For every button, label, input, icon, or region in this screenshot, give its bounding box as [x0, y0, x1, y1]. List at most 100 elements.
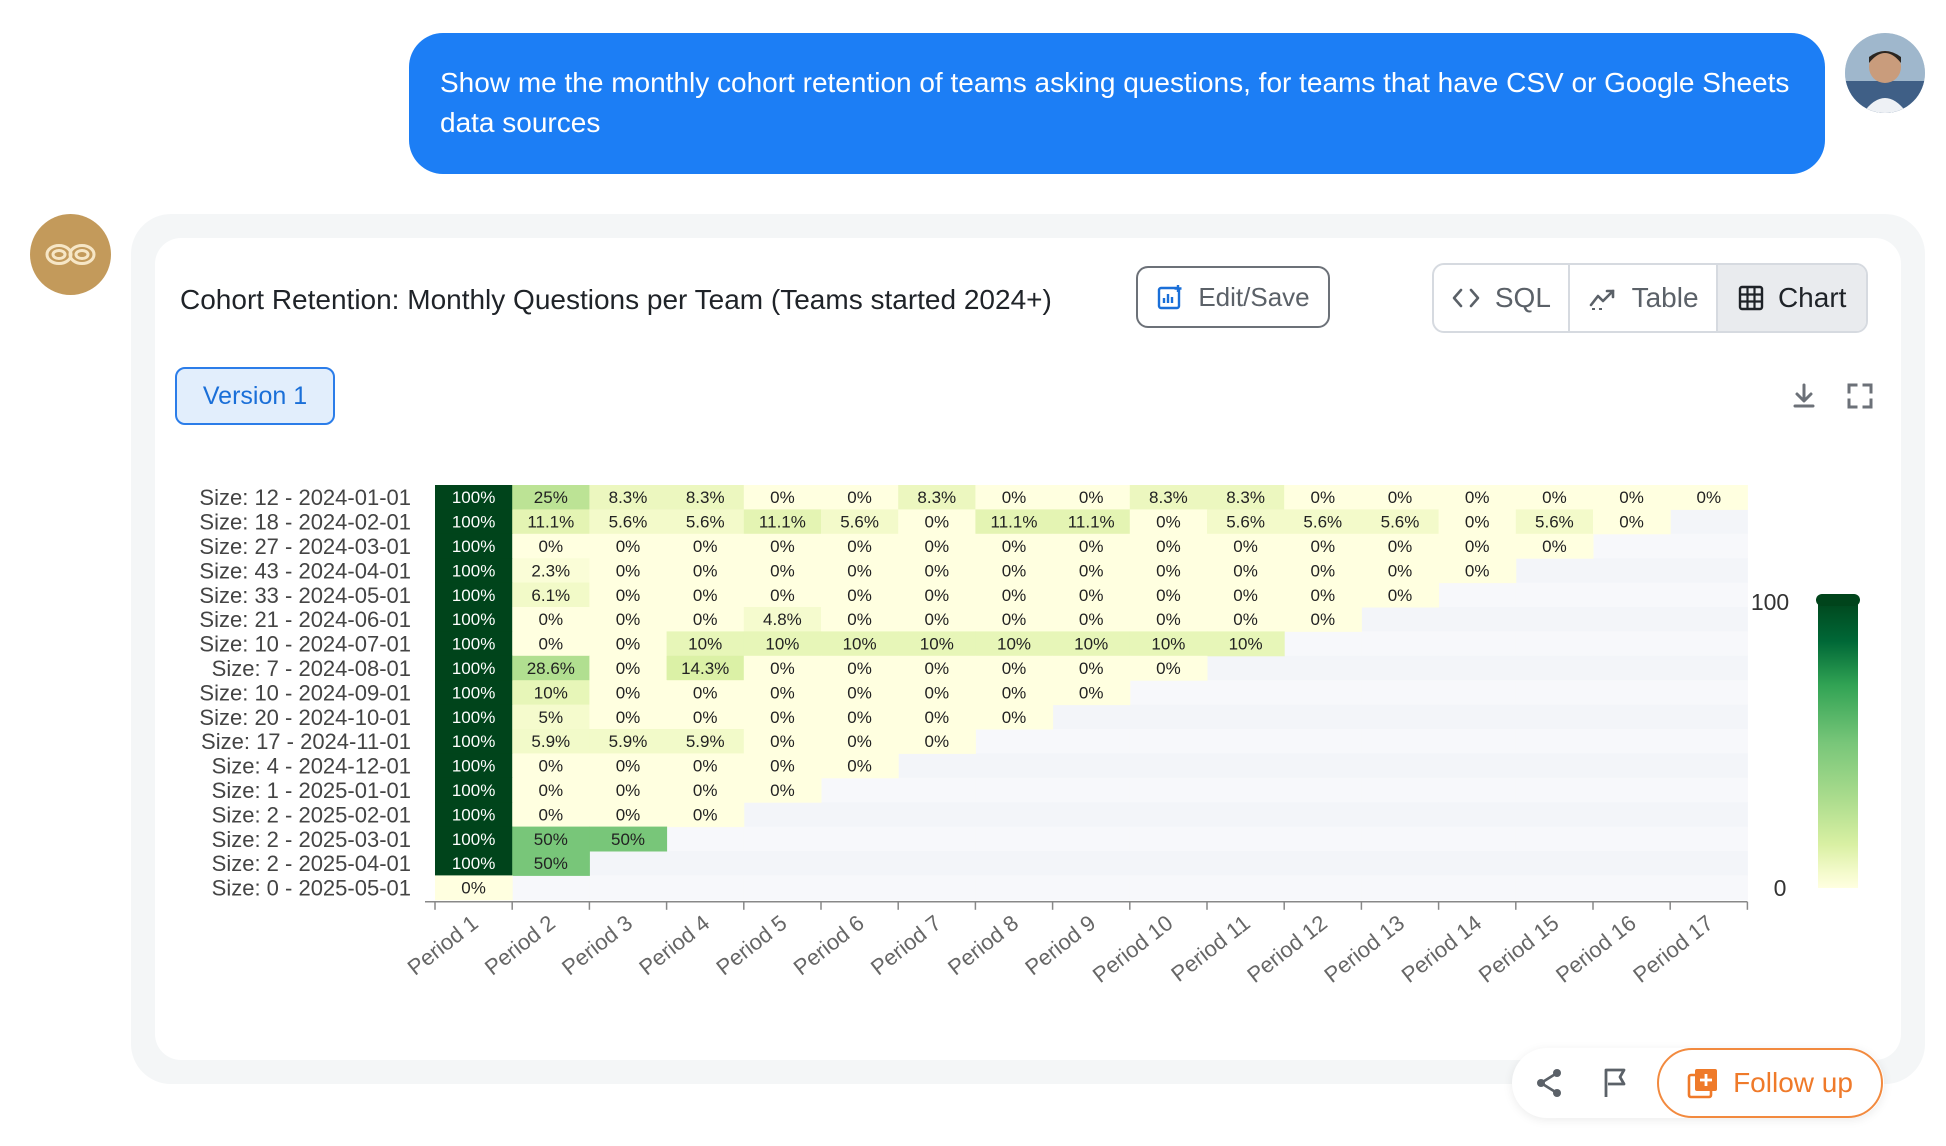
heatmap-cell-label: 0%: [693, 537, 718, 556]
heatmap-cell-label: 0%: [770, 537, 795, 556]
heatmap-cell: [666, 631, 745, 657]
infinity-logo-icon: [45, 244, 96, 265]
heatmap-row-label: Size: 21 - 2024-06-01: [199, 607, 411, 632]
follow-up-button[interactable]: Follow up: [1657, 1048, 1883, 1118]
heatmap-empty-cell: [1670, 753, 1748, 779]
tab-sql[interactable]: SQL: [1434, 265, 1568, 331]
heatmap-empty-cell: [1361, 777, 1440, 803]
heatmap-cell: [898, 558, 976, 584]
version-label: Version 1: [202, 381, 308, 410]
heatmap-cell: [821, 655, 899, 681]
heatmap-cell: [1515, 533, 1594, 559]
user-avatar-photo: [1845, 33, 1925, 113]
heatmap-cell-label: 10%: [997, 635, 1031, 654]
heatmap-cell: [1207, 582, 1285, 608]
heatmap-cell-label: 0%: [1465, 537, 1490, 556]
user-avatar[interactable]: [1845, 33, 1925, 113]
share-icon[interactable]: [1532, 1066, 1566, 1100]
heatmap-empty-cell: [821, 826, 899, 852]
heatmap-cell-label: 11.1%: [759, 513, 806, 532]
heatmap-cell: [666, 777, 745, 803]
heatmap-cell-label: 0%: [693, 561, 718, 580]
heatmap-empty-cell: [1361, 704, 1440, 730]
heatmap-cell-label: 0%: [616, 586, 641, 605]
heatmap-empty-cell: [1207, 753, 1285, 779]
heatmap-empty-cell: [743, 802, 822, 828]
heatmap-cell-label: 0%: [770, 757, 795, 776]
heatmap-cell-label: 0%: [1002, 537, 1027, 556]
heatmap-empty-cell: [1515, 655, 1594, 681]
heatmap-empty-cell: [1361, 631, 1440, 657]
heatmap-cell: [898, 729, 976, 754]
heatmap-empty-cell: [898, 777, 976, 803]
edit-save-button[interactable]: Edit/Save: [1136, 266, 1330, 328]
heatmap-cell-label: 0%: [847, 732, 872, 751]
heatmap-cell: [898, 485, 976, 510]
heatmap-empty-cell: [1361, 680, 1440, 706]
version-tab[interactable]: Version 1: [175, 367, 335, 425]
heatmap-cell: [1361, 582, 1440, 608]
heatmap-cell: [589, 607, 668, 632]
heatmap-cell-label: 8.3%: [686, 488, 725, 507]
heatmap-cell-label: 0%: [616, 537, 641, 556]
heatmap-cell: [512, 558, 590, 584]
heatmap-empty-cell: [821, 777, 899, 803]
heatmap-empty-cell: [1052, 729, 1131, 754]
heatmap-cell: [1052, 631, 1131, 657]
heatmap-cell: [1207, 533, 1285, 559]
heatmap-cell-label: 0%: [1465, 561, 1490, 580]
heatmap-empty-cell: [1207, 851, 1285, 876]
heatmap-row-label: Size: 20 - 2024-10-01: [199, 705, 411, 730]
tab-table[interactable]: Table: [1567, 265, 1717, 331]
heatmap-empty-cell: [1129, 802, 1208, 828]
heatmap-cell: [975, 680, 1054, 706]
heatmap-empty-cell: [1670, 607, 1748, 632]
heatmap-cell-label: 2.3%: [531, 561, 570, 580]
heatmap-cell: [666, 533, 745, 559]
heatmap-row-label: Size: 18 - 2024-02-01: [199, 510, 411, 535]
heatmap-cell-label: 0%: [925, 659, 950, 678]
heatmap-row-label: Size: 2 - 2025-04-01: [212, 851, 411, 876]
heatmap-cell-label: 0%: [847, 708, 872, 727]
heatmap-cell: [512, 607, 590, 632]
heatmap-cell-label: 0%: [1311, 488, 1336, 507]
heatmap-cell: [975, 558, 1054, 584]
heatmap-cell-label: 0%: [693, 781, 718, 800]
download-icon[interactable]: [1788, 380, 1820, 412]
heatmap-cell: [512, 485, 590, 510]
flag-icon[interactable]: [1598, 1066, 1632, 1100]
edit-save-label: Edit/Save: [1198, 281, 1310, 312]
heatmap-empty-cell: [975, 826, 1054, 852]
chart-add-icon: [1158, 285, 1182, 310]
heatmap-cell: [898, 680, 976, 706]
heatmap-cell: [1052, 509, 1131, 535]
heatmap-row-label: Size: 17 - 2024-11-01: [201, 729, 411, 754]
heatmap-cell: [666, 729, 745, 754]
heatmap-cell: [1207, 485, 1285, 510]
heatmap-cell-label: 5.6%: [686, 513, 725, 532]
heatmap-empty-cell: [1593, 826, 1671, 852]
heatmap-empty-cell: [1670, 704, 1748, 730]
heatmap-cell: [512, 582, 590, 608]
heatmap-cell-label: 100%: [452, 586, 495, 605]
heatmap-cell: [743, 607, 822, 632]
heatmap-empty-cell: [1593, 802, 1671, 828]
heatmap-empty-cell: [1284, 777, 1362, 803]
heatmap-empty-cell: [1593, 680, 1671, 706]
heatmap-cell-label: 0%: [770, 586, 795, 605]
heatmap-empty-cell: [1515, 704, 1594, 730]
heatmap-cell-label: 0%: [847, 537, 872, 556]
heatmap-cell: [1670, 485, 1748, 510]
tab-chart[interactable]: Chart: [1716, 265, 1866, 331]
heatmap-cell: [512, 704, 590, 730]
heatmap-empty-cell: [1129, 777, 1208, 803]
heatmap-cell: [1052, 655, 1131, 681]
heatmap-empty-cell: [1515, 582, 1594, 608]
heatmap-cell: [1284, 509, 1362, 535]
heatmap-cell: [821, 704, 899, 730]
heatmap-cell: [821, 631, 899, 657]
heatmap-empty-cell: [1438, 729, 1517, 754]
fullscreen-icon[interactable]: [1844, 380, 1876, 412]
heatmap-empty-cell: [1361, 607, 1440, 632]
heatmap-cell: [435, 826, 513, 852]
